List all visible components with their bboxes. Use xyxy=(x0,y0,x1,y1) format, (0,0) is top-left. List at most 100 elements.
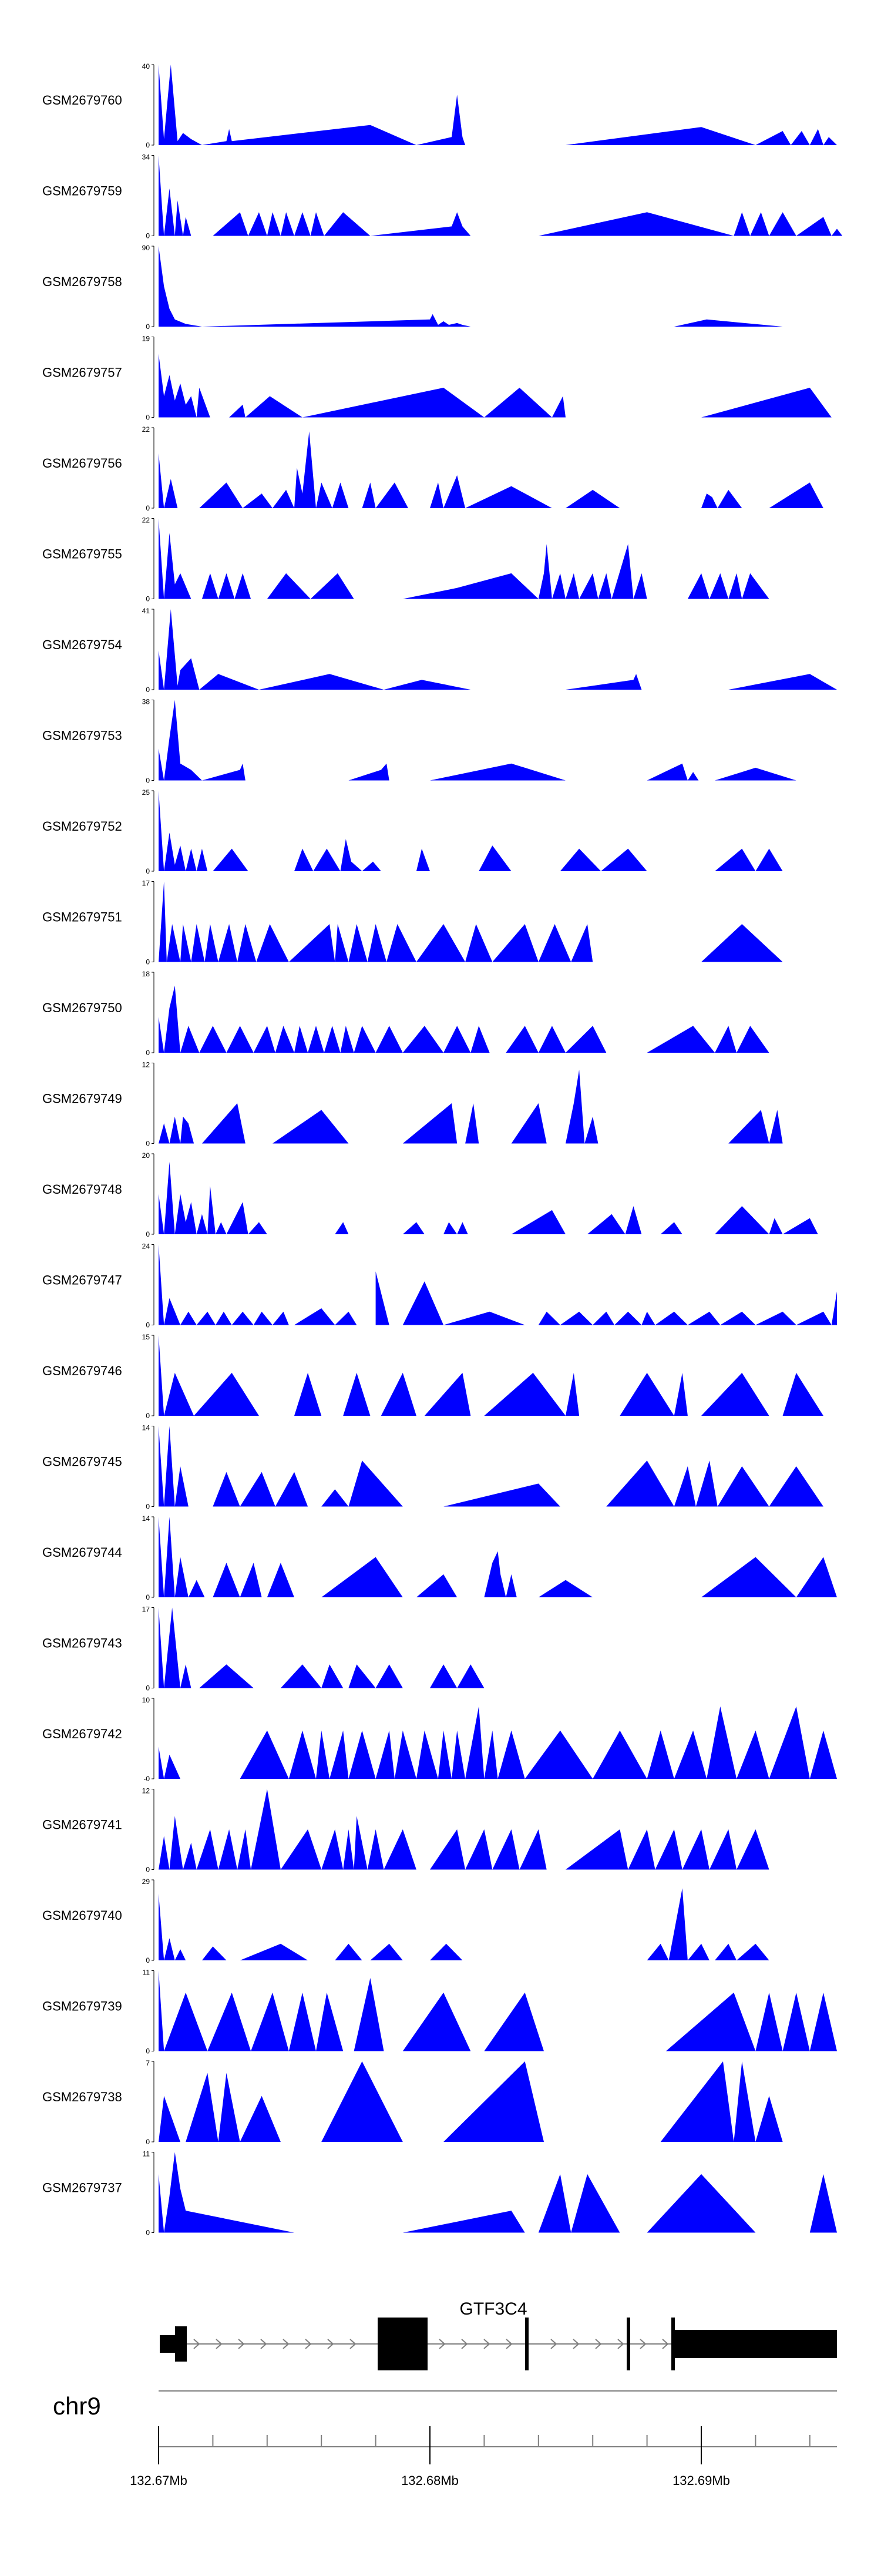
strand-arrow xyxy=(595,2339,602,2349)
track-label: GSM2679741 xyxy=(42,1818,122,1832)
exon-utr xyxy=(160,2335,176,2353)
coverage-area xyxy=(159,431,837,508)
track-label: GSM2679750 xyxy=(42,1000,122,1015)
track-ymin-label: 0 xyxy=(146,1956,150,1964)
coverage-area xyxy=(159,1517,837,1597)
track-ymax-label: 11 xyxy=(143,2150,150,2158)
track-ymin-label: 0 xyxy=(146,1503,150,1511)
coverage-area xyxy=(159,518,769,599)
strand-arrow xyxy=(260,2339,267,2349)
exon xyxy=(378,2318,428,2370)
track-ymax-label: 12 xyxy=(142,1061,150,1069)
strand-arrow xyxy=(283,2339,290,2349)
track-ymax-label: 12 xyxy=(142,1787,150,1795)
coverage-area xyxy=(159,1970,837,2051)
track-label: GSM2679744 xyxy=(42,1545,122,1560)
coverage-area xyxy=(159,2061,783,2142)
coverage-area xyxy=(159,609,837,690)
track-ymax-label: 41 xyxy=(142,607,150,615)
coverage-area xyxy=(159,700,837,781)
coverage-area xyxy=(159,1335,823,1416)
track-label: GSM2679748 xyxy=(42,1182,122,1197)
track-label: GSM2679738 xyxy=(42,2090,122,2104)
track-ymax-label: 10 xyxy=(142,1696,150,1704)
track-label: GSM2679759 xyxy=(42,184,122,199)
coverage-area xyxy=(159,1888,769,1960)
track-ymax-label: 11 xyxy=(143,1969,150,1977)
axis-tick-label: 132.69Mb xyxy=(672,2473,730,2488)
track-ymax-label: 24 xyxy=(142,1242,150,1251)
track-ymin-label: 0 xyxy=(146,686,150,694)
track-ymin-label: 0 xyxy=(146,141,150,149)
axis-tick-label: 132.67Mb xyxy=(130,2473,187,2488)
strand-arrow xyxy=(461,2339,468,2349)
strand-arrow xyxy=(349,2339,357,2349)
coverage-area xyxy=(159,1426,823,1507)
track-ymin-label: 0 xyxy=(146,1593,150,1601)
coverage-area xyxy=(159,65,837,145)
axis-tick-label: 132.68Mb xyxy=(401,2473,459,2488)
track-label: GSM2679754 xyxy=(42,637,122,652)
track-ymin-label: 0 xyxy=(146,958,150,966)
track-ymin-label: 0 xyxy=(146,504,150,512)
coverage-area xyxy=(159,1789,769,1870)
track-label: GSM2679755 xyxy=(42,547,122,562)
track-label: GSM2679740 xyxy=(42,1908,122,1923)
track-ymax-label: 22 xyxy=(142,516,150,525)
strand-arrow xyxy=(327,2339,334,2349)
track-ymin-label: 0 xyxy=(146,777,150,785)
coverage-area xyxy=(159,1244,837,1325)
track-label: GSM2679745 xyxy=(42,1455,122,1469)
coverage-area xyxy=(159,1161,818,1234)
track-ymax-label: 19 xyxy=(142,335,150,343)
track-label: GSM2679743 xyxy=(42,1636,122,1651)
strand-arrow xyxy=(483,2339,490,2349)
track-ymin-label: 0 xyxy=(146,1230,150,1238)
track-ymax-label: 18 xyxy=(142,970,150,978)
track-label: GSM2679753 xyxy=(42,728,122,743)
track-label: GSM2679742 xyxy=(42,1727,122,1741)
strand-arrow xyxy=(662,2339,669,2349)
track-ymax-label: 17 xyxy=(142,879,150,888)
track-label: GSM2679747 xyxy=(42,1273,122,1288)
coverage-area xyxy=(159,354,832,418)
chromosome-label: chr9 xyxy=(53,2392,101,2420)
track-label: GSM2679760 xyxy=(42,93,122,108)
exon-utr xyxy=(674,2330,837,2358)
track-ymax-label: 38 xyxy=(142,698,150,706)
track-ymin-label: 0 xyxy=(146,414,150,422)
track-ymax-label: 17 xyxy=(142,1606,150,1614)
coverage-area xyxy=(159,881,783,962)
track-ymin-label: 0 xyxy=(146,1140,150,1148)
track-ymax-label: 25 xyxy=(142,788,150,797)
track-ymax-label: 90 xyxy=(142,244,150,252)
track-ymax-label: 34 xyxy=(142,153,150,162)
track-ymin-label: 0 xyxy=(146,1321,150,1329)
coverage-area xyxy=(159,246,783,327)
strand-arrow xyxy=(550,2339,557,2349)
exon xyxy=(525,2318,529,2370)
track-ymin-label: 0 xyxy=(146,1866,150,1874)
track-ymax-label: 14 xyxy=(142,1514,150,1523)
exon xyxy=(671,2318,675,2370)
coverage-area xyxy=(159,1069,783,1144)
track-label: GSM2679746 xyxy=(42,1363,122,1378)
track-ymax-label: 14 xyxy=(142,1424,150,1432)
track-ymin-label: 0 xyxy=(146,323,150,331)
strand-arrow xyxy=(238,2339,245,2349)
coverage-area xyxy=(159,2152,837,2233)
track-ymin-label: 0 xyxy=(146,2229,150,2237)
track-label: GSM2679758 xyxy=(42,274,122,289)
gene-label: GTF3C4 xyxy=(459,2299,527,2319)
track-ymin-label: 0 xyxy=(146,2138,150,2146)
track-ymin-label: 0 xyxy=(146,1049,150,1057)
strand-arrow xyxy=(439,2339,446,2349)
coverage-area xyxy=(159,1706,837,1779)
strand-arrow xyxy=(573,2339,580,2349)
strand-arrow xyxy=(506,2339,513,2349)
strand-arrow xyxy=(216,2339,223,2349)
track-label: GSM2679752 xyxy=(42,819,122,834)
track-ymin-label: 0 xyxy=(146,595,150,603)
